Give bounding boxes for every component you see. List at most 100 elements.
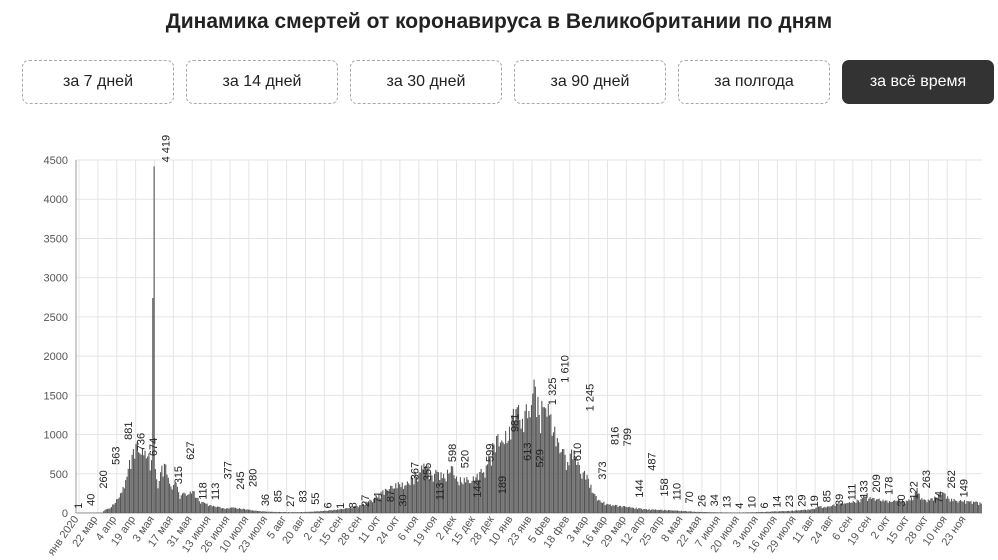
data-bar xyxy=(211,506,213,513)
data-bar xyxy=(623,506,626,513)
data-bar xyxy=(633,507,635,513)
data-bar xyxy=(467,479,469,513)
data-bar xyxy=(940,494,942,513)
data-bar xyxy=(359,505,361,513)
data-bar xyxy=(627,507,629,513)
data-bar xyxy=(477,481,480,513)
y-tick-label: 1000 xyxy=(44,430,68,442)
data-bar xyxy=(678,510,680,513)
period-7-days-button[interactable]: за 7 дней xyxy=(22,60,174,104)
data-bar xyxy=(405,485,407,513)
data-bar xyxy=(362,503,365,513)
data-bar xyxy=(496,436,498,513)
data-bar xyxy=(254,510,256,513)
data-bar xyxy=(262,511,264,513)
data-bar xyxy=(472,476,474,513)
data-bar xyxy=(231,507,233,513)
data-bar xyxy=(918,493,920,513)
data-bar xyxy=(264,511,266,513)
data-bar xyxy=(565,470,567,513)
data-bar xyxy=(171,489,173,513)
data-bar xyxy=(763,512,765,513)
data-bar xyxy=(179,498,181,513)
data-bar xyxy=(391,485,393,513)
data-bar xyxy=(410,476,412,513)
data-bar xyxy=(753,512,755,513)
data-bar xyxy=(108,508,110,513)
data-bar xyxy=(197,497,199,513)
data-bar xyxy=(832,505,834,513)
data-value-label: 113 xyxy=(210,483,222,501)
data-bar xyxy=(174,483,176,513)
page-title: Динамика смертей от коронавируса в Велик… xyxy=(165,10,833,33)
data-bar xyxy=(794,510,796,513)
data-bar xyxy=(764,511,766,513)
data-bar xyxy=(592,493,595,513)
data-bar xyxy=(715,512,717,513)
data-bar xyxy=(370,500,372,513)
data-bar xyxy=(676,510,679,513)
data-bar xyxy=(545,408,547,513)
data-bar xyxy=(563,449,565,513)
data-bar xyxy=(616,504,618,513)
data-bar xyxy=(191,493,193,513)
data-value-label: 122 xyxy=(909,481,921,499)
data-bar xyxy=(397,482,399,513)
data-bar xyxy=(170,486,172,513)
data-value-label: 39 xyxy=(834,494,846,506)
data-bar xyxy=(375,495,377,513)
data-bar xyxy=(704,512,706,513)
data-bar xyxy=(713,512,715,513)
data-bar xyxy=(423,466,425,513)
data-bar xyxy=(655,509,657,513)
data-bar xyxy=(382,490,384,513)
period-all-time-button[interactable]: за всё время xyxy=(842,60,994,104)
data-bar xyxy=(537,396,539,513)
data-bar xyxy=(952,501,954,513)
data-bar xyxy=(710,512,712,513)
period-30-days-button[interactable]: за 30 дней xyxy=(350,60,502,104)
data-bar xyxy=(719,512,721,513)
data-bar xyxy=(471,480,473,513)
data-bar xyxy=(128,459,131,513)
data-bar xyxy=(577,461,579,513)
data-bar xyxy=(873,497,875,513)
data-bar xyxy=(852,501,854,513)
data-bar xyxy=(272,511,274,513)
data-value-label: 113 xyxy=(435,483,447,501)
data-bar xyxy=(521,418,523,513)
y-tick-label: 0 xyxy=(62,508,68,520)
data-value-label: 133 xyxy=(859,480,871,498)
data-bar xyxy=(428,479,430,513)
data-bar xyxy=(353,506,355,513)
period-half-year-button[interactable]: за полгода xyxy=(678,60,830,104)
data-bar xyxy=(826,506,829,513)
data-bar xyxy=(970,501,972,513)
data-bar xyxy=(907,501,909,513)
data-bar xyxy=(118,497,120,513)
data-bar xyxy=(242,508,244,513)
data-bar xyxy=(166,474,168,513)
data-bar xyxy=(549,415,551,513)
data-bar xyxy=(868,498,870,513)
data-value-label: 27 xyxy=(360,495,372,507)
period-14-days-button[interactable]: за 14 дней xyxy=(186,60,338,104)
period-90-days-button[interactable]: за 90 дней xyxy=(514,60,666,104)
data-bar xyxy=(718,512,720,513)
data-bar xyxy=(642,509,644,513)
data-value-label: 40 xyxy=(85,494,97,506)
data-bar xyxy=(189,491,191,513)
data-bar xyxy=(824,506,826,513)
data-bar xyxy=(256,511,259,513)
data-bar xyxy=(436,471,438,513)
data-bar xyxy=(976,502,978,513)
data-bar xyxy=(105,509,107,513)
data-bar xyxy=(966,501,968,513)
data-bar xyxy=(851,502,853,513)
data-bar xyxy=(140,454,142,513)
data-bar xyxy=(574,456,576,513)
data-value-label: 189 xyxy=(497,476,509,494)
data-bar xyxy=(674,510,676,513)
data-bar xyxy=(782,511,785,513)
